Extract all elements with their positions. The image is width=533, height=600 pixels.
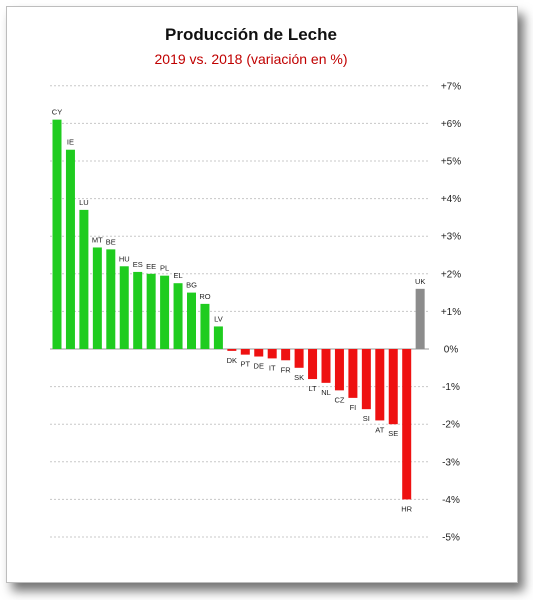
bar-label-hu: HU — [119, 254, 130, 263]
bar-cz — [334, 349, 344, 391]
bar-se — [388, 349, 398, 425]
bar-label-dk: DK — [227, 356, 237, 365]
bar-label-at: AT — [375, 425, 384, 434]
bar-label-hr: HR — [401, 504, 412, 513]
bar-hu — [119, 266, 129, 349]
bar-uk — [415, 288, 425, 349]
bar-label-lv: LV — [214, 314, 223, 323]
y-tick-label: -3% — [442, 457, 460, 468]
bar-el — [173, 283, 183, 349]
bar-dk — [227, 349, 237, 351]
bar-label-fi: FI — [350, 403, 357, 412]
bar-ro — [200, 303, 210, 349]
bar-bg — [187, 292, 196, 349]
bar-label-bg: BG — [186, 281, 197, 290]
bar-label-si: SI — [363, 414, 370, 423]
bar-si — [361, 349, 371, 410]
bar-pt — [240, 349, 250, 355]
y-tick-label: +5% — [441, 157, 461, 168]
bar-it — [267, 349, 277, 359]
chart-title: Producción de Leche — [165, 25, 337, 44]
bar-fi — [348, 349, 358, 398]
bar-label-cz: CZ — [334, 395, 344, 404]
bar-label-ee: EE — [146, 262, 156, 271]
bar-es — [133, 271, 143, 349]
bar-label-el: EL — [173, 271, 182, 280]
bar-lv — [213, 326, 223, 349]
chart-card: Producción de Leche 2019 vs. 2018 (varia… — [6, 6, 518, 583]
y-tick-label: -4% — [442, 495, 460, 506]
bar-label-se: SE — [388, 429, 398, 438]
bar-sk — [294, 349, 304, 368]
y-tick-label: +3% — [441, 232, 461, 243]
bar-at — [375, 349, 385, 421]
y-tick-label: -2% — [442, 420, 460, 431]
y-tick-label: +1% — [441, 307, 461, 318]
bar-label-ie: IE — [67, 138, 74, 147]
bar-lu — [79, 209, 89, 349]
bar-label-ro: RO — [199, 292, 210, 301]
bar-label-uk: UK — [415, 277, 425, 286]
bar-lt — [308, 349, 318, 380]
y-tick-label: +6% — [441, 119, 461, 130]
y-tick-label: -1% — [442, 382, 460, 393]
bar-ie — [65, 149, 75, 349]
bar-pl — [160, 275, 170, 349]
bar-label-it: IT — [269, 363, 276, 372]
y-tick-label: -5% — [442, 533, 460, 544]
bar-nl — [321, 349, 331, 383]
bar-hr — [402, 349, 412, 500]
bar-be — [106, 249, 116, 349]
bar-mt — [92, 247, 102, 349]
y-tick-label: +4% — [441, 194, 461, 205]
y-axis-tick-labels: +7% +6% +5% +4% +3% +2% +1% 0% -1% -2% -3% -4% -5% — [441, 81, 461, 543]
bar-cy — [52, 119, 62, 349]
bar-label-mt: MT — [92, 235, 103, 244]
bar-label-cy: CY — [52, 108, 62, 117]
bar-de — [254, 349, 264, 357]
chart-svg: Producción de Leche 2019 vs. 2018 (varia… — [50, 25, 461, 544]
bar-label-pt: PT — [241, 360, 251, 369]
bar-label-nl: NL — [321, 388, 331, 397]
chart-subtitle: 2019 vs. 2018 (variación en %) — [155, 51, 348, 67]
y-tick-label: +7% — [441, 81, 461, 92]
bar-label-de: DE — [254, 362, 264, 371]
bar-label-pl: PL — [160, 264, 169, 273]
y-tick-label: +2% — [441, 269, 461, 280]
bar-label-fr: FR — [281, 365, 292, 374]
bar-label-be: BE — [106, 237, 116, 246]
bars — [52, 119, 425, 500]
bar-label-lt: LT — [308, 384, 317, 393]
gridlines — [50, 85, 429, 538]
y-tick-label: 0% — [444, 345, 459, 356]
bar-label-lu: LU — [79, 198, 89, 207]
bar-label-sk: SK — [294, 373, 304, 382]
bar-fr — [281, 349, 291, 361]
bar-label-es: ES — [133, 260, 143, 269]
bar-ee — [146, 273, 156, 349]
